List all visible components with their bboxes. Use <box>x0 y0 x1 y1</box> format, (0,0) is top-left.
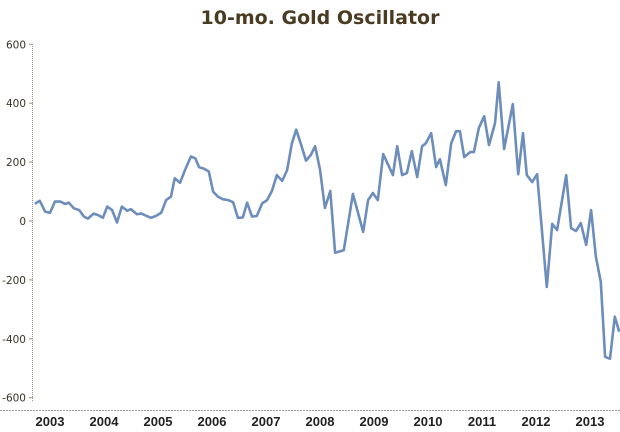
x-tick-label: 2003 <box>36 414 65 429</box>
y-tick-label: -600 <box>2 393 26 405</box>
series-line <box>34 81 620 361</box>
x-tick-label: 2004 <box>90 414 120 429</box>
x-tick-label: 2005 <box>144 414 173 429</box>
y-tick-label: -400 <box>2 334 26 346</box>
y-tick-label: 200 <box>6 157 26 169</box>
x-tick-label: 2009 <box>360 414 389 429</box>
chart-title: 10-mo. Gold Oscillator <box>201 7 441 29</box>
y-tick-label: 600 <box>6 39 26 51</box>
y-tick-label: 0 <box>19 216 26 228</box>
x-tick-label: 2012 <box>522 414 551 429</box>
y-tick-label: -200 <box>2 275 26 287</box>
x-tick-label: 2008 <box>306 414 335 429</box>
x-tick-label: 2007 <box>252 414 281 429</box>
x-tick-label: 2013 <box>576 414 605 429</box>
x-tick-label: 2011 <box>468 414 496 429</box>
x-tick-label: 2006 <box>198 414 227 429</box>
y-tick-label: 400 <box>6 98 26 110</box>
x-tick-label: 2010 <box>414 414 443 429</box>
